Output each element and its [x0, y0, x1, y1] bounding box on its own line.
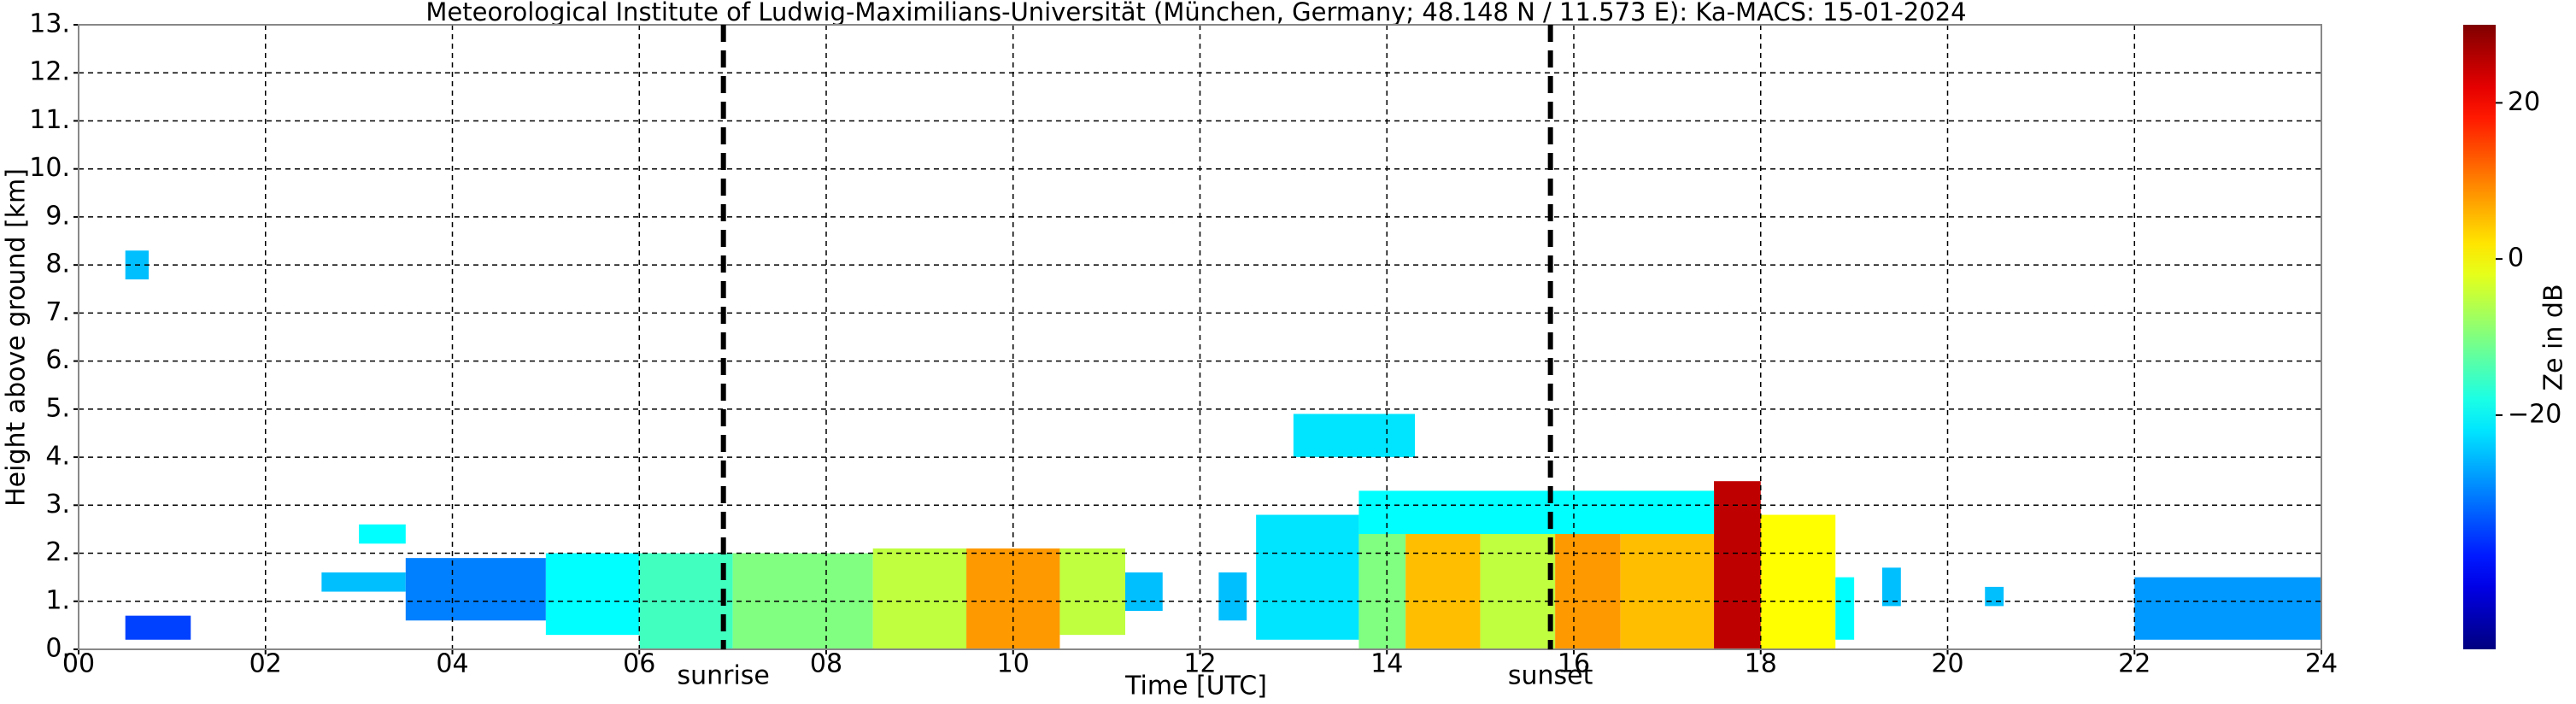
echo-cell [1881, 567, 1901, 607]
x-tick-label: 14 [1370, 649, 1403, 679]
colorbar [2463, 25, 2496, 649]
y-tick-label: 9. [45, 201, 70, 231]
echo-cell [1293, 414, 1416, 458]
x-axis-label: Time [UTC] [1124, 672, 1267, 701]
echo-cell [1218, 572, 1247, 621]
echo-cell [1125, 572, 1163, 612]
chart-title: Meteorological Institute of Ludwig-Maxim… [425, 0, 1966, 26]
echo-cell [1985, 586, 2004, 607]
y-tick-label: 13. [29, 9, 70, 39]
y-axis-label: Height above ground [km] [2, 168, 32, 507]
echo-cell [359, 524, 406, 544]
x-tick-label: 18 [1745, 649, 1777, 679]
echo-cell [1059, 548, 1125, 636]
x-tick-label: 22 [2118, 649, 2151, 679]
annotation-label: sunset [1508, 661, 1593, 691]
x-tick-label: 12 [1183, 649, 1216, 679]
x-tick-label: 10 [997, 649, 1030, 679]
echo-cell [1760, 514, 1836, 649]
y-tick-label: 8. [45, 249, 70, 279]
echo-cell [1256, 514, 1359, 640]
echo-cell [405, 558, 546, 621]
x-tick-label: 16 [1558, 649, 1590, 679]
y-tick-label: 3. [45, 490, 70, 519]
colorbar-tick-label: 0 [2508, 243, 2524, 273]
echo-cell [872, 548, 967, 649]
x-tick-label: 02 [249, 649, 282, 679]
colorbar-tick-label: 20 [2508, 87, 2540, 117]
echo-cell [1835, 577, 1855, 640]
echo-cell [125, 615, 191, 640]
x-tick-label: 08 [810, 649, 842, 679]
y-tick-label: 5. [45, 393, 70, 423]
x-tick-label: 20 [1931, 649, 1963, 679]
colorbar-label: Ze in dB [2539, 284, 2569, 390]
x-tick-label: 24 [2305, 649, 2338, 679]
echo-cell [545, 553, 640, 636]
x-tick-label: 04 [436, 649, 468, 679]
y-tick-label: 4. [45, 442, 70, 472]
y-tick-label: 12. [29, 57, 70, 87]
y-tick-label: 1. [45, 585, 70, 615]
y-tick-label: 0. [45, 634, 70, 664]
y-tick-label: 11. [29, 105, 70, 135]
colorbar-tick-label: −20 [2508, 399, 2561, 429]
y-tick-label: 7. [45, 297, 70, 327]
echo-cell [1714, 481, 1761, 649]
plot-frame [78, 24, 2322, 650]
echo-cell [321, 572, 406, 592]
annotation-label: sunrise [677, 661, 769, 691]
x-tick-label: 00 [62, 649, 95, 679]
echo-cell [2134, 577, 2321, 640]
y-tick-label: 10. [29, 153, 70, 183]
y-tick-label: 2. [45, 537, 70, 567]
y-tick-label: 6. [45, 345, 70, 375]
x-tick-label: 06 [623, 649, 655, 679]
echo-cell [1358, 490, 1715, 535]
